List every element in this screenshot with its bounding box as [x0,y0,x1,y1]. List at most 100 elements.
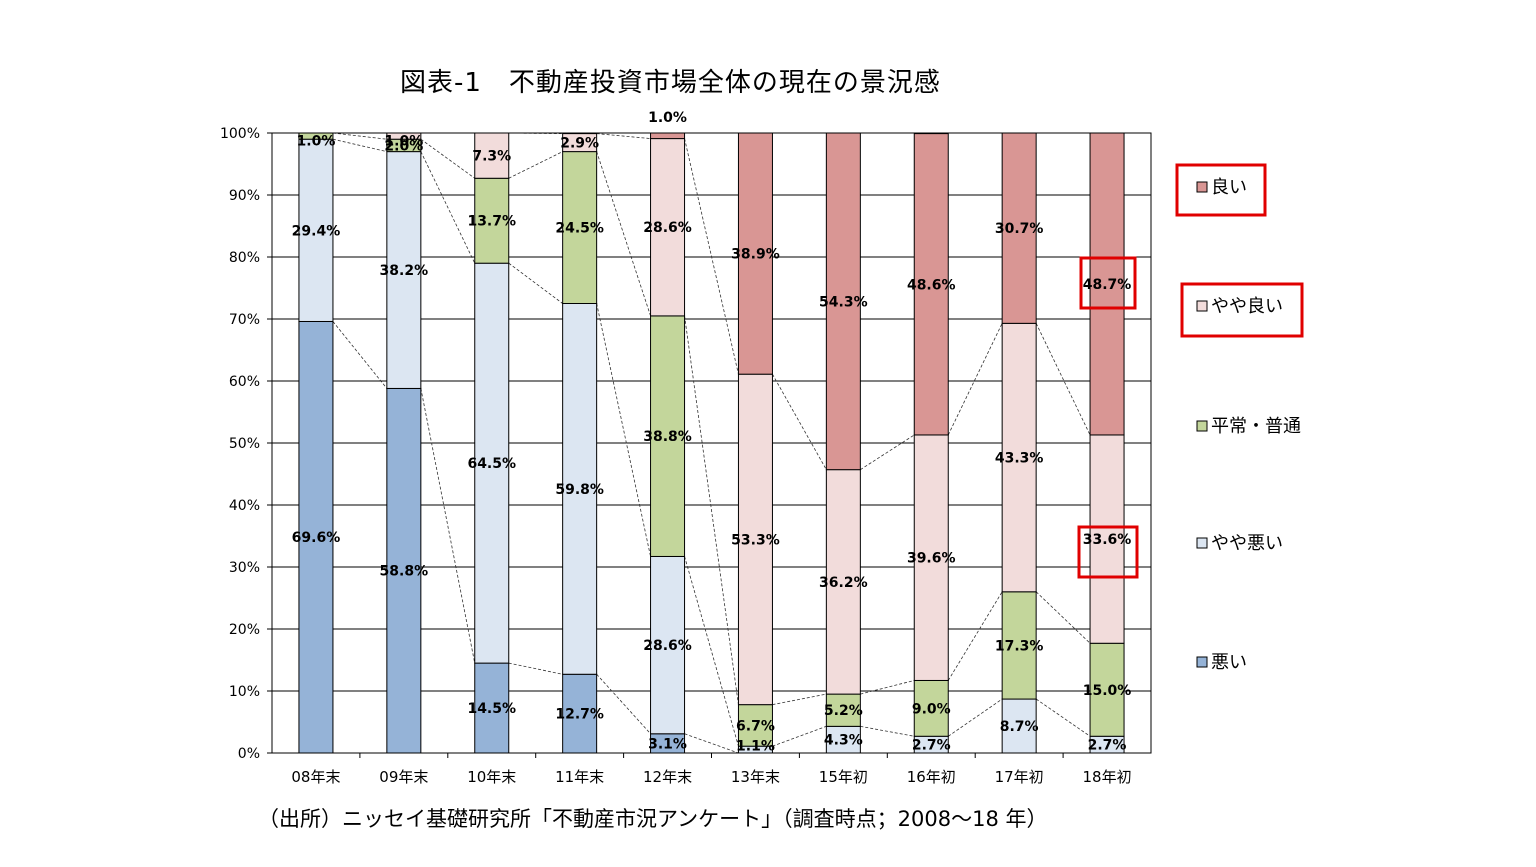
chart-title: 図表-1 不動産投資市場全体の現在の景況感 [400,68,941,98]
connector-line [1035,323,1091,436]
data-label: 2.9% [560,136,599,152]
connector-line [947,323,1003,436]
bar-segment [737,373,773,706]
y-tick-label: 40% [229,498,260,514]
y-tick-label: 20% [229,622,260,638]
bar-segment [1001,322,1037,593]
bar-segment [737,132,773,375]
bar-segment [1001,132,1037,324]
y-tick-label: 100% [220,126,260,142]
connector-line [684,733,739,754]
highlight-boxes [1077,163,1304,579]
connector-line [508,662,563,675]
data-label: 6.7% [736,718,775,734]
x-tick-label: 09年末 [379,768,428,786]
connector-line [1035,591,1091,644]
bar-segment [913,434,949,681]
data-label: 14.5% [467,701,516,717]
highlight-box [1079,256,1137,310]
data-labels: 69.6% 58.8% 14.5% 12.7% 3.1% 29.4% 38.2% 64.5% 5… [292,110,1132,755]
connector-line [684,138,739,375]
data-label: 4.3% [824,733,863,749]
y-tick-label: 10% [229,684,260,700]
connector-line [860,725,915,737]
data-label: 1.0% [384,133,423,149]
connector-line [596,673,651,735]
y-tick-label: 70% [229,312,260,328]
data-label: 15.0% [1083,683,1132,699]
bar-segment [386,387,422,754]
bar-segment [650,315,686,557]
connector-line [420,388,476,664]
highlight-box [1077,525,1139,579]
bar-segment [386,151,422,389]
data-label: 7.3% [472,149,511,165]
bar-segment [825,693,861,727]
x-tick-label: 12年末 [643,768,692,786]
data-label: 36.2% [819,575,868,591]
bar-segment [1089,642,1125,737]
data-label: 5.2% [824,703,863,719]
data-label: 1.0% [648,110,687,126]
connector-line [332,321,388,389]
data-label: 58.8% [380,564,429,580]
data-label: 17.3% [995,638,1044,654]
bar-segment [298,138,334,322]
data-label: 38.8% [643,429,692,445]
data-label: 38.9% [731,247,780,263]
connector-line [508,262,563,304]
legend-label: 平常・普通 [1211,416,1301,437]
connector-line [947,591,1003,681]
legend-label: やや悪い [1211,533,1283,554]
bar-segment [913,679,949,737]
data-label: 39.6% [907,551,956,567]
legend-label: 悪い [1211,652,1247,673]
data-label: 48.7% [1083,277,1132,293]
data-label: 33.6% [1083,532,1132,548]
highlight-box [1175,163,1267,217]
y-tick-label: 50% [229,436,260,452]
x-tick-label: 13年末 [731,768,780,786]
data-label: 69.6% [292,530,341,546]
data-label: 8.7% [1000,719,1039,735]
connector-line [508,151,563,179]
data-label: 1.0% [297,133,336,149]
data-label: 2.0% [384,138,423,154]
legend-swatch [1196,300,1208,312]
legend-label: 良い [1211,177,1247,198]
connector-line [332,138,387,152]
bar-segment [474,662,510,754]
legend-swatch [1196,537,1208,549]
legend-swatch [1196,656,1208,668]
data-label: 3.1% [648,736,687,752]
data-label: 2.7% [1088,738,1127,754]
data-label: 28.6% [643,220,692,236]
data-label: 12.7% [555,707,604,723]
data-label: 9.0% [912,701,951,717]
bars [298,132,1125,754]
data-label: 59.8% [555,482,604,498]
x-tick-label: 16年初 [907,768,956,786]
connector-line [772,693,827,706]
axes: 0% 10% 20% 30% 40% 50% 60% 70% 80% 90% 100% 08年末 09年… [220,126,1152,786]
y-tick-label: 90% [229,188,260,204]
connector-line [948,698,1003,737]
bar-segment [298,320,334,754]
bar-segment [474,132,510,179]
bar-segment [650,555,686,735]
data-label: 43.3% [995,451,1044,467]
bar-segment [913,133,949,436]
bar-segment [562,151,598,304]
connector-line [684,556,739,747]
data-label: 1.1% [736,739,775,755]
bar-segment [562,133,598,153]
data-label: 2.7% [912,738,951,754]
bar-segment [1089,132,1125,436]
data-label: 29.4% [292,223,341,239]
bar-segment [562,673,598,754]
bar-segment [650,138,686,317]
connector-line [420,151,476,264]
x-tick-label: 15年初 [819,768,868,786]
